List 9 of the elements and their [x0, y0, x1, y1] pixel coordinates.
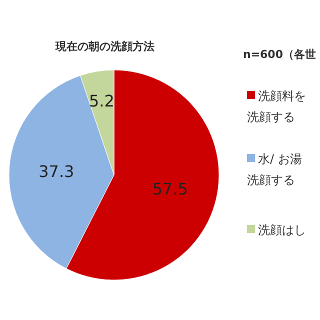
legend-item: 洗顔はし [247, 223, 306, 237]
chart-title: 現在の朝の洗顔方法 [54, 40, 154, 53]
legend-item: 水/ お湯洗顔する [247, 152, 302, 187]
legend-label: 洗顔はし [258, 223, 306, 237]
data-label: 5.2 [88, 91, 114, 110]
chart-subtitle: n=600（各世 [242, 48, 316, 61]
data-label: 37.3 [38, 162, 74, 181]
legend-item: 洗顔料を洗顔する [247, 89, 306, 124]
data-label: 57.5 [152, 179, 188, 198]
